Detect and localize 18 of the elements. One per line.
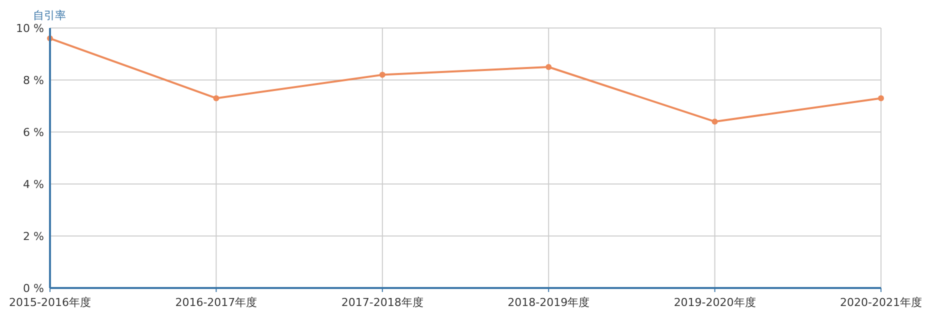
point bbox=[213, 95, 220, 102]
point bbox=[712, 118, 718, 125]
x-tick-label: 2015-2016年度 bbox=[9, 296, 91, 309]
y-tick-label: 4 % bbox=[23, 178, 44, 191]
y-axis-title: 自引率 bbox=[33, 9, 66, 22]
x-tick-label: 2020-2021年度 bbox=[840, 296, 922, 309]
point bbox=[878, 95, 884, 102]
y-tick-label: 8 % bbox=[23, 74, 44, 87]
point bbox=[546, 64, 552, 70]
y-tick-label: 2 % bbox=[23, 230, 44, 243]
x-tick-label: 2018-2019年度 bbox=[508, 296, 590, 309]
y-tick-label: 0 % bbox=[23, 282, 44, 295]
x-tick-label: 2017-2018年度 bbox=[341, 296, 424, 309]
x-tick-label: 2019-2020年度 bbox=[674, 296, 756, 309]
x-tick-label: 2016-2017年度 bbox=[175, 296, 258, 309]
point bbox=[379, 72, 386, 78]
y-tick-label: 6 % bbox=[23, 126, 44, 139]
y-tick-label: 10 % bbox=[16, 22, 44, 35]
